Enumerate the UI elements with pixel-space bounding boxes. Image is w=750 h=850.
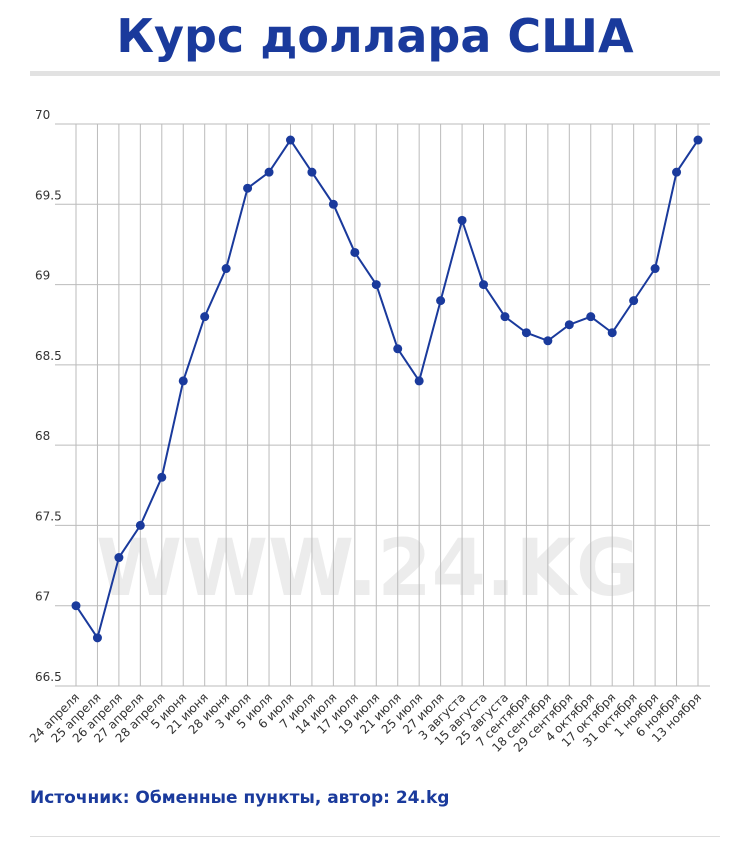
data-point — [135, 520, 145, 530]
data-point — [92, 633, 102, 643]
data-point — [157, 472, 167, 482]
data-point — [371, 280, 381, 290]
y-tick-label: 69.5 — [35, 188, 62, 202]
data-point — [672, 167, 682, 177]
data-point — [650, 264, 660, 274]
data-point — [243, 183, 253, 193]
data-point — [457, 215, 467, 225]
data-point — [328, 199, 338, 209]
data-point — [543, 336, 553, 346]
data-point — [607, 328, 617, 338]
data-point — [264, 167, 274, 177]
data-point — [393, 344, 403, 354]
data-point — [479, 280, 489, 290]
data-point — [564, 320, 574, 330]
data-point — [586, 312, 596, 322]
y-tick-label: 67 — [35, 590, 50, 604]
y-tick-label: 70 — [35, 108, 50, 122]
watermark: WWW.24.KG — [96, 524, 640, 614]
bottom-divider — [30, 836, 720, 837]
data-point — [414, 376, 424, 386]
y-tick-label: 67.5 — [35, 509, 62, 523]
y-tick-label: 66.5 — [35, 670, 62, 684]
data-point — [221, 264, 231, 274]
data-point — [200, 312, 210, 322]
chart-title: Курс доллара США — [116, 9, 634, 63]
data-point — [693, 135, 703, 145]
y-tick-label: 68 — [35, 429, 50, 443]
data-point — [71, 601, 81, 611]
y-tick-label: 69 — [35, 269, 50, 283]
data-point — [307, 167, 317, 177]
data-point — [350, 247, 360, 257]
source-note: Источник: Обменные пункты, автор: 24.kg — [30, 788, 449, 808]
data-point — [629, 296, 639, 306]
data-point — [521, 328, 531, 338]
data-point — [178, 376, 188, 386]
title-divider — [30, 71, 720, 76]
data-point — [285, 135, 295, 145]
data-point — [500, 312, 510, 322]
data-point — [436, 296, 446, 306]
data-point — [114, 553, 124, 563]
y-tick-label: 68.5 — [35, 349, 62, 363]
